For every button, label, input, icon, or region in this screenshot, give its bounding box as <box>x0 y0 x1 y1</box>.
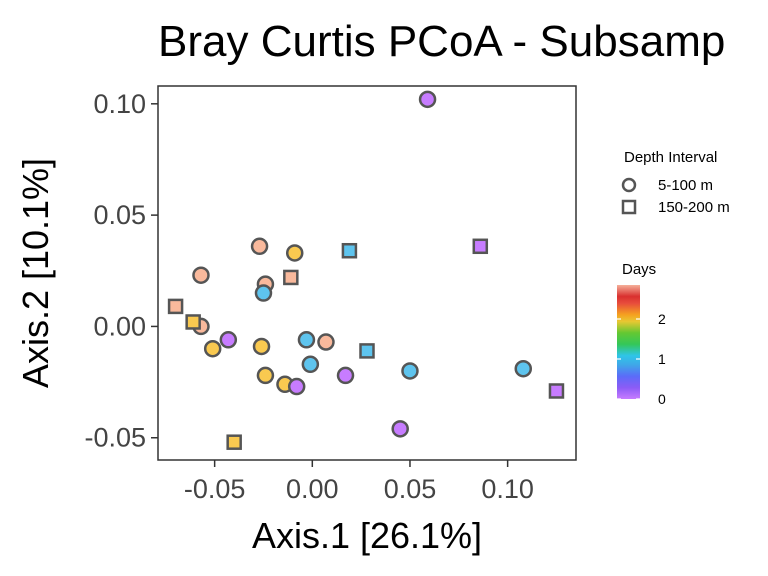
data-point-circle <box>254 284 273 302</box>
legend: Depth Interval 5-100 m 150-200 m Days 0 1… <box>617 149 730 407</box>
data-point-circle <box>250 237 269 256</box>
data-point-circle <box>391 420 409 438</box>
chart-title: Bray Curtis PCoA - Subsamp <box>158 17 725 66</box>
y-axis-title: Axis.2 [10.1%] <box>15 158 56 388</box>
data-point-square <box>548 383 565 399</box>
data-point-circle <box>401 362 419 380</box>
y-tick-label: 0.10 <box>93 89 146 119</box>
data-point-circle <box>287 377 306 396</box>
y-axis: -0.05 0.00 0.05 0.10 <box>84 89 158 453</box>
data-point-circle <box>192 266 210 284</box>
plot-panel <box>157 85 577 461</box>
data-points <box>167 90 565 450</box>
legend-square-icon <box>621 199 637 215</box>
x-tick-label: 0.10 <box>481 474 534 504</box>
colorbar-tick-label: 2 <box>658 311 666 327</box>
data-point-square <box>226 434 242 450</box>
y-tick-label: -0.05 <box>84 423 146 453</box>
x-axis-title: Axis.1 [26.1%] <box>252 515 482 556</box>
data-point-circle <box>301 355 320 374</box>
data-point-circle <box>252 337 271 356</box>
legend-label-150-200: 150-200 m <box>658 199 730 216</box>
colorbar-tick-label: 0 <box>658 391 666 407</box>
data-point-circle <box>514 359 533 378</box>
y-tick-label: 0.00 <box>93 311 146 341</box>
data-point-square <box>167 298 184 315</box>
data-point-circle <box>418 90 437 109</box>
colorbar-ticks: 0 1 2 <box>617 311 666 407</box>
data-point-square <box>283 269 299 286</box>
x-tick-label: 0.00 <box>286 474 339 504</box>
x-tick-label: -0.05 <box>184 474 246 504</box>
x-axis: -0.05 0.00 0.05 0.10 <box>184 460 534 504</box>
legend-shape-title: Depth Interval <box>624 149 717 166</box>
data-point-square <box>185 314 201 330</box>
legend-label-5-100: 5-100 m <box>658 177 713 194</box>
data-point-square <box>359 343 375 359</box>
data-point-circle <box>203 339 222 358</box>
data-point-square <box>472 238 489 255</box>
y-tick-label: 0.05 <box>93 200 146 230</box>
data-point-square <box>341 242 358 259</box>
data-point-circle <box>285 244 304 262</box>
x-tick-label: 0.05 <box>384 474 437 504</box>
days-colorbar <box>617 285 640 399</box>
data-point-circle <box>297 331 316 349</box>
data-point-circle <box>317 333 335 351</box>
data-point-circle <box>256 366 275 385</box>
data-point-circle <box>336 366 355 385</box>
legend-circle-icon <box>621 177 637 193</box>
data-point-circle <box>219 331 238 349</box>
colorbar-tick-label: 1 <box>658 351 666 367</box>
legend-color-title: Days <box>622 261 656 278</box>
